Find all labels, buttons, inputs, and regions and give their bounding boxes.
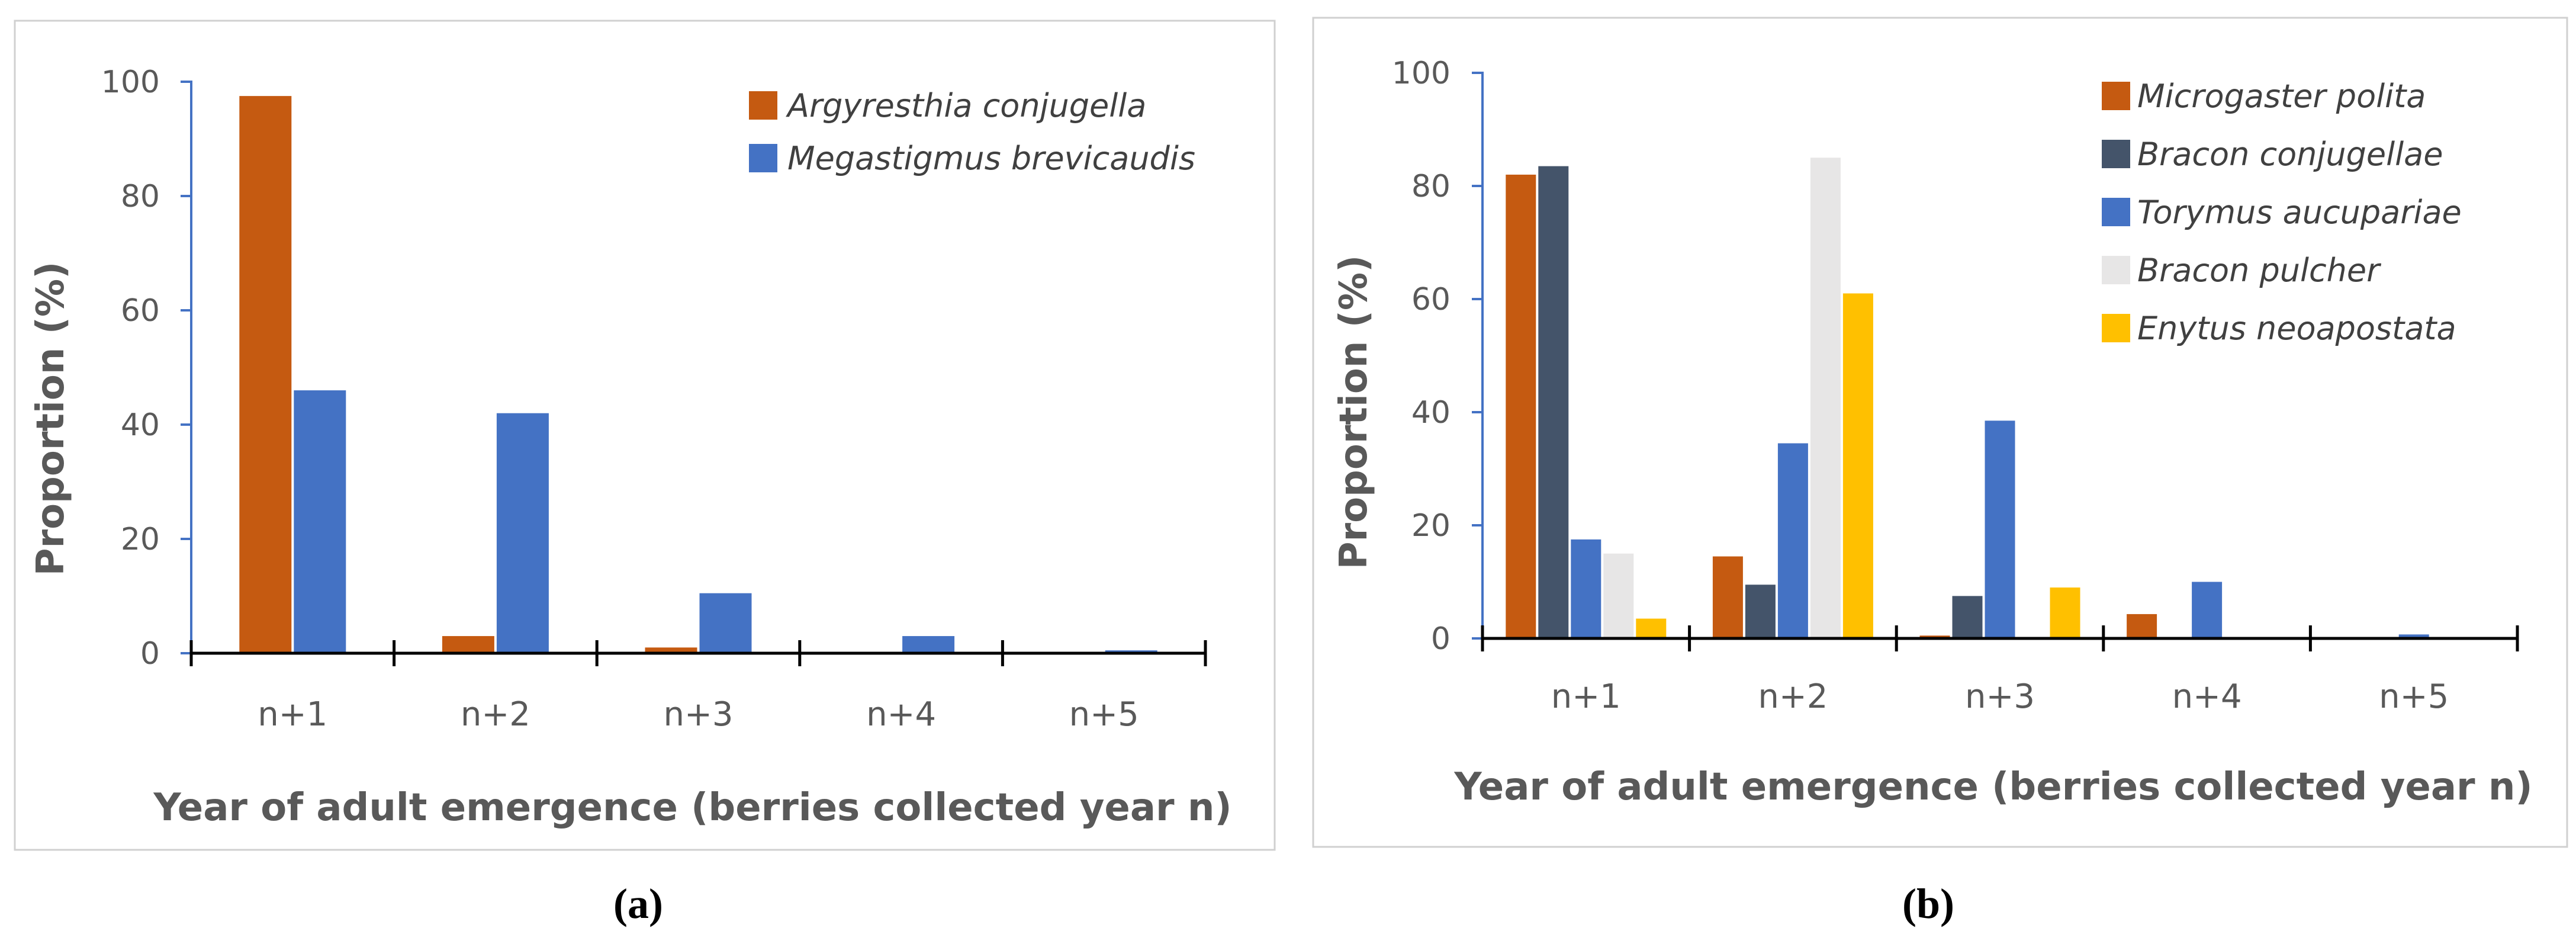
bar-argyresthia-conjugella-nplus1 [239,96,292,653]
y-tick-label: 60 [1411,282,1451,317]
x-tick-label: n+5 [2379,678,2449,716]
y-tick-label: 100 [101,65,160,100]
legend-label: Enytus neoapostata [2137,310,2456,347]
y-tick-label: 20 [1411,508,1451,544]
bar-torymus-aucupariae-nplus5 [2398,634,2429,638]
panel-a-x-axis-label: Year of adult emergence (berries collect… [153,786,1231,830]
panel-a-legend: Argyresthia conjugella Megastigmus brevic… [749,87,1195,177]
x-tick-label: n+1 [258,695,327,734]
panel-a-plot [181,81,1207,666]
x-tick-label: n+1 [1551,678,1621,716]
bar-torymus-aucupariae-nplus2 [1777,443,1808,638]
panel-b-x-axis-label: Year of adult emergence (berries collect… [1453,765,2532,809]
panel-a: n+1 n+2 n+3 n+4 n+5 0 20 40 60 80 100 Proportion … [14,20,1276,851]
x-tick-label: n+5 [1069,695,1139,734]
bar-bracon-conjugellae-nplus3 [1952,596,1983,638]
y-tick-label: 100 [1392,56,1451,91]
bar-argyresthia-conjugella-nplus2 [442,636,494,653]
bar-microgaster-polita-nplus2 [1712,556,1743,638]
panel-a-x-tick-labels: n+1 n+2 n+3 n+4 n+5 [258,695,1139,734]
bar-bracon-pulcher-nplus1 [1603,553,1634,638]
y-tick-label: 80 [121,179,160,214]
panel-a-caption: (a) [613,880,663,927]
y-tick-label: 40 [121,407,160,443]
bar-bracon-pulcher-nplus2 [1810,158,1841,638]
y-tick-label: 0 [1431,621,1451,657]
panel-b-plot [1472,72,2519,651]
y-tick-label: 60 [121,293,160,329]
panel-b-caption: (b) [1902,880,1954,927]
legend-swatch [2102,198,2130,226]
y-tick-label: 80 [1411,169,1451,204]
bar-torymus-aucupariae-nplus3 [1985,420,2015,638]
panel-b-legend: Microgaster polita Bracon conjugellae Tory… [2102,78,2462,347]
bar-enytus-neoapostata-nplus3 [2050,587,2080,638]
bar-microgaster-polita-nplus1 [1506,174,1536,638]
x-tick-label: n+2 [461,695,530,734]
bar-argyresthia-conjugella-nplus3 [645,647,697,653]
legend-swatch [2102,140,2130,168]
bar-enytus-neoapostata-nplus1 [1636,618,1667,638]
y-tick-label: 0 [140,636,160,672]
x-tick-label: n+3 [1965,678,2035,716]
x-tick-label: n+4 [2172,678,2242,716]
panel-a-frame [14,20,1276,851]
legend-swatch [749,144,777,172]
legend-label: Megastigmus brevicaudis [787,140,1195,177]
bar-megastigmus-brevicaudis-nplus4 [902,636,955,653]
x-tick-label: n+2 [1758,678,1828,716]
bar-torymus-aucupariae-nplus1 [1571,539,1601,638]
legend-label: Bracon conjugellae [2137,136,2443,173]
bar-megastigmus-brevicaudis-nplus1 [294,390,346,653]
x-tick-label: n+4 [866,695,936,734]
panel-b-y-axis-label: Proportion (%) [1332,255,1376,570]
legend-label: Microgaster polita [2137,78,2426,115]
legend-swatch [2102,82,2130,110]
y-tick-label: 20 [121,522,160,557]
legend-swatch [2102,256,2130,284]
bar-microgaster-polita-nplus4 [2127,614,2157,638]
panel-b-x-tick-labels: n+1 n+2 n+3 n+4 n+5 [1551,678,2449,716]
bar-enytus-neoapostata-nplus2 [1842,293,1873,638]
legend-label: Bracon pulcher [2137,252,2381,289]
bar-megastigmus-brevicaudis-nplus3 [699,593,752,653]
bar-bracon-conjugellae-nplus1 [1538,166,1569,638]
x-tick-label: n+3 [663,695,733,734]
panel-a-y-tick-labels: 0 20 40 60 80 100 [101,65,160,672]
bar-bracon-conjugellae-nplus2 [1745,585,1776,638]
legend-swatch [749,91,777,120]
panel-a-y-axis-label: Proportion (%) [29,262,73,576]
legend-label: Torymus aucupariae [2137,194,2462,231]
bar-megastigmus-brevicaudis-nplus2 [496,413,549,653]
panel-b-y-tick-labels: 0 20 40 60 80 100 [1392,56,1451,657]
panel-b: n+1 n+2 n+3 n+4 n+5 0 20 40 60 80 100 Proportion … [1312,17,2568,848]
y-tick-label: 40 [1411,395,1451,431]
bar-torymus-aucupariae-nplus4 [2192,582,2223,638]
legend-label: Argyresthia conjugella [786,87,1146,124]
legend-swatch [2102,314,2130,342]
